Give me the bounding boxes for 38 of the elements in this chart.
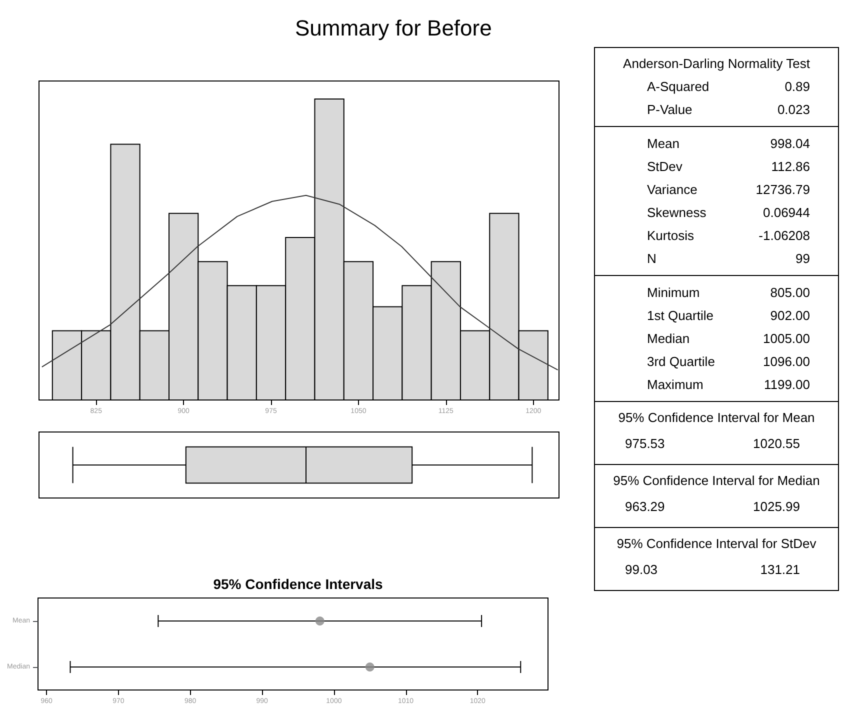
text: Skewness	[647, 204, 706, 222]
text: Minimum	[647, 284, 700, 302]
text: 1005.00	[763, 330, 810, 348]
text: N	[647, 250, 656, 268]
text: -1.06208	[758, 227, 810, 245]
text: 0.06944	[763, 204, 810, 222]
text: 805.00	[770, 284, 810, 302]
text: P-Value	[647, 101, 692, 119]
text: Maximum	[647, 376, 704, 394]
chart-title: 95% Confidence Intervals	[213, 576, 384, 592]
text: 131.21	[760, 561, 800, 579]
text: 1096.00	[763, 353, 810, 371]
chart-title: Summary for Before	[295, 16, 492, 40]
text: 95% Confidence Interval for Mean	[617, 409, 816, 427]
text: StDev	[647, 158, 682, 176]
text: 99.03	[625, 561, 658, 579]
text: 902.00	[770, 307, 810, 325]
text: 1020.55	[753, 435, 800, 453]
text: 998.04	[770, 135, 810, 153]
text: 1st Quartile	[647, 307, 714, 325]
text: Mean	[647, 135, 680, 153]
text: 3rd Quartile	[647, 353, 715, 371]
text: 95% Confidence Interval for StDev	[616, 535, 818, 553]
text: Median	[647, 330, 690, 348]
text: 1025.99	[753, 498, 800, 516]
text: A-Squared	[647, 78, 710, 96]
text: 95% Confidence Interval for Median	[612, 472, 821, 490]
text: 0.89	[784, 78, 810, 96]
text: 99	[796, 250, 810, 268]
text: 0.023	[777, 101, 810, 119]
text: 975.53	[625, 435, 665, 453]
text: 112.86	[771, 158, 810, 176]
text: 12736.79	[756, 181, 810, 199]
text: 963.29	[625, 498, 665, 516]
text: Kurtosis	[647, 227, 694, 245]
text: Anderson-Darling Normality Test	[622, 55, 811, 73]
text: 1199.00	[764, 376, 810, 394]
text: Variance	[647, 181, 698, 199]
